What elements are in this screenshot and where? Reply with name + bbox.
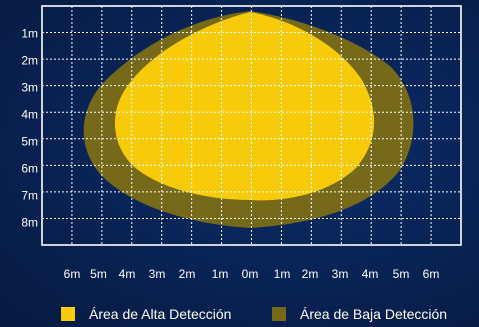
legend-item-high: Área de Alta Detección xyxy=(61,305,256,323)
grid-border xyxy=(41,5,462,246)
y-label-4m: 4m xyxy=(21,108,38,122)
y-label-5m: 5m xyxy=(21,135,38,149)
distance-grid xyxy=(41,5,462,246)
y-label-6m: 6m xyxy=(21,162,38,176)
x-label-right-6m: 6m xyxy=(423,267,440,281)
y-label-2m: 2m xyxy=(21,54,38,68)
x-label-left-6m: 6m xyxy=(64,267,81,281)
x-label-right-1m: 1m xyxy=(274,267,291,281)
y-label-1m: 1m xyxy=(21,27,38,41)
detection-area-diagram: 1m 2m 3m 4m 5m 6m 7m 8m 6m 5m 4m 3m 2m 1… xyxy=(21,5,462,281)
legend-swatch-high xyxy=(61,307,75,321)
legend: Área de Alta Detección Área de Baja Dete… xyxy=(0,300,479,327)
x-label-left-3m: 3m xyxy=(149,267,166,281)
x-label-right-4m: 4m xyxy=(362,267,379,281)
legend-label-high: Área de Alta Detección xyxy=(89,306,232,322)
x-label-left-5m: 5m xyxy=(90,267,107,281)
legend-item-low: Área de Baja Detección xyxy=(272,305,477,323)
y-label-3m: 3m xyxy=(21,81,38,95)
x-label-left-1m: 1m xyxy=(212,267,229,281)
x-label-right-2m: 2m xyxy=(302,267,319,281)
x-label-center-0m: 0m xyxy=(242,267,259,281)
x-label-left-2m: 2m xyxy=(179,267,196,281)
legend-label-low: Área de Baja Detección xyxy=(300,306,448,322)
detection-zones xyxy=(83,11,414,228)
x-label-right-5m: 5m xyxy=(393,267,410,281)
y-label-8m: 8m xyxy=(21,216,38,230)
legend-swatch-low xyxy=(272,307,286,321)
x-label-right-3m: 3m xyxy=(332,267,349,281)
x-label-left-4m: 4m xyxy=(119,267,136,281)
y-axis-labels: 1m 2m 3m 4m 5m 6m 7m 8m xyxy=(21,27,38,230)
y-label-7m: 7m xyxy=(21,189,38,203)
x-axis-labels: 6m 5m 4m 3m 2m 1m 0m 1m 2m 3m 4m 5m 6m xyxy=(64,267,440,281)
